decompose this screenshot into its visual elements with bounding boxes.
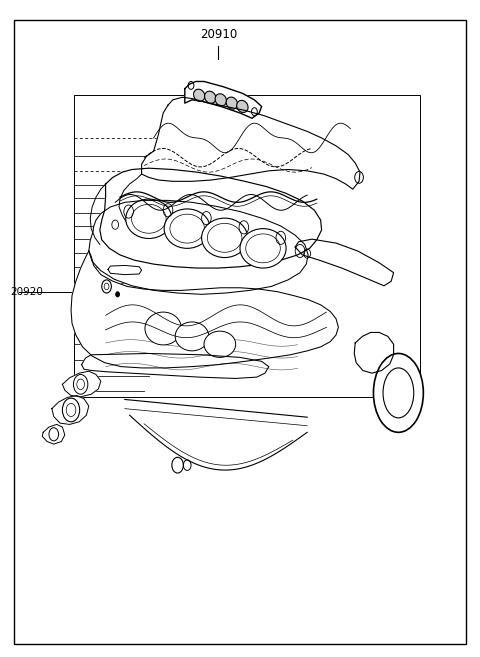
Ellipse shape — [215, 94, 227, 106]
Ellipse shape — [226, 97, 238, 109]
Ellipse shape — [373, 353, 423, 432]
Ellipse shape — [204, 91, 216, 103]
Polygon shape — [71, 251, 338, 368]
Text: 20920: 20920 — [10, 287, 43, 298]
Ellipse shape — [237, 101, 248, 112]
Ellipse shape — [145, 312, 181, 345]
Ellipse shape — [240, 229, 286, 268]
Polygon shape — [100, 168, 322, 268]
Circle shape — [62, 398, 80, 422]
Bar — [74, 95, 420, 397]
Polygon shape — [185, 81, 262, 118]
Ellipse shape — [193, 89, 205, 101]
Ellipse shape — [164, 209, 210, 248]
Circle shape — [73, 374, 88, 394]
Ellipse shape — [204, 331, 236, 357]
Polygon shape — [82, 353, 269, 378]
Polygon shape — [295, 239, 394, 286]
Ellipse shape — [175, 322, 209, 351]
Polygon shape — [108, 265, 142, 275]
Ellipse shape — [202, 218, 248, 258]
Text: 20910: 20910 — [200, 28, 237, 41]
Polygon shape — [89, 200, 308, 294]
Polygon shape — [142, 97, 360, 189]
Polygon shape — [52, 396, 89, 424]
Polygon shape — [62, 371, 101, 397]
Circle shape — [116, 292, 120, 297]
Polygon shape — [354, 332, 394, 373]
Ellipse shape — [126, 199, 172, 238]
Polygon shape — [42, 424, 65, 444]
